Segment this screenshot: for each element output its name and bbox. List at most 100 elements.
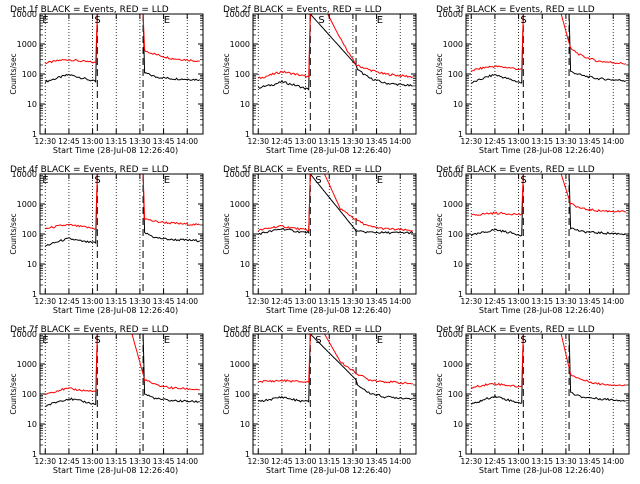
y-axis-title: Counts/sec: [435, 213, 444, 254]
y-tick-label: 1: [32, 450, 37, 459]
panel-title: Det 1f BLACK = Events, RED = LLD: [10, 5, 169, 15]
y-tick-label: 10000: [438, 330, 463, 339]
interval-marker-label: S: [520, 335, 526, 346]
x-tick-label: 13:00: [508, 457, 530, 466]
y-tick-label: 10000: [12, 330, 37, 339]
series-line-lld: [45, 174, 201, 230]
y-tick-label: 1000: [443, 200, 463, 209]
y-tick-label: 10: [27, 100, 37, 109]
x-tick-label: 13:30: [129, 297, 151, 306]
series-line-lld: [470, 174, 626, 216]
x-axis-title: Start Time (28-Jul-08 12:26:40): [53, 466, 178, 475]
x-tick-label: 13:15: [531, 297, 553, 306]
interval-marker-label: S: [315, 335, 321, 346]
plot-area: [257, 14, 414, 134]
y-tick-label: 1: [245, 290, 250, 299]
x-tick-label: 12:30: [34, 457, 56, 466]
x-tick-label: 12:30: [460, 457, 482, 466]
series-line-lld: [45, 14, 200, 65]
x-tick-label: 14:00: [389, 297, 411, 306]
y-tick-label: 100: [22, 230, 37, 239]
y-axis-title: Counts/sec: [222, 213, 231, 254]
x-tick-label: 12:45: [58, 297, 80, 306]
interval-marker-label: S: [318, 15, 324, 26]
x-tick-label: 12:45: [484, 137, 506, 146]
plot-frame: [465, 333, 630, 455]
y-tick-label: 1: [245, 130, 250, 139]
y-tick-label: 100: [448, 390, 463, 399]
x-tick-label: 14:00: [176, 297, 198, 306]
plot-area: [470, 334, 627, 454]
interval-marker-label: E: [377, 335, 383, 346]
x-tick-label: 12:45: [484, 297, 506, 306]
series-line-lld: [258, 14, 414, 80]
x-tick-label: 12:45: [271, 297, 293, 306]
x-tick-label: 13:15: [531, 137, 553, 146]
x-tick-label: 13:30: [342, 297, 364, 306]
plot-area: [470, 14, 627, 134]
y-tick-label: 100: [448, 230, 463, 239]
x-tick-label: 13:45: [366, 297, 388, 306]
y-tick-label: 1000: [17, 360, 37, 369]
x-tick-label: 13:30: [555, 297, 577, 306]
y-tick-label: 100: [235, 230, 250, 239]
y-tick-label: 10000: [225, 170, 250, 179]
y-tick-label: 10000: [225, 330, 250, 339]
series-line-lld: [471, 14, 626, 72]
series-line-lld: [471, 334, 627, 389]
interval-marker-label: S: [315, 175, 321, 186]
panel-title: Det 8f BLACK = Events, RED = LLD: [223, 325, 382, 335]
x-tick-label: 13:15: [105, 137, 127, 146]
x-tick-label: 13:15: [318, 137, 340, 146]
y-tick-label: 100: [235, 390, 250, 399]
y-tick-label: 10: [240, 420, 250, 429]
y-tick-label: 10000: [438, 10, 463, 19]
x-tick-label: 13:00: [82, 137, 104, 146]
interval-marker-label: S: [520, 175, 526, 186]
x-axis-title: Start Time (28-Jul-08 12:26:40): [479, 146, 604, 155]
plot-frame: [39, 173, 204, 295]
x-tick-label: 13:30: [555, 137, 577, 146]
panel-title: Det 7f BLACK = Events, RED = LLD: [10, 325, 169, 335]
series-line-lld: [257, 174, 413, 232]
y-tick-label: 10000: [225, 10, 250, 19]
y-tick-label: 1: [458, 130, 463, 139]
panel-title: Det 3f BLACK = Events, RED = LLD: [436, 5, 595, 15]
y-axis-title: Counts/sec: [9, 373, 18, 414]
x-tick-label: 14:00: [176, 137, 198, 146]
y-axis-title: Counts/sec: [9, 213, 18, 254]
y-tick-label: 10: [27, 260, 37, 269]
series-line-lld: [45, 334, 200, 395]
series-line-lld: [258, 334, 413, 385]
series-line-events: [45, 174, 201, 247]
x-tick-label: 12:30: [247, 137, 269, 146]
x-tick-label: 13:15: [531, 457, 553, 466]
series-line-events: [44, 14, 201, 84]
x-tick-label: 12:45: [484, 457, 506, 466]
x-tick-label: 13:00: [82, 297, 104, 306]
y-tick-label: 10: [453, 260, 463, 269]
y-tick-label: 10000: [12, 170, 37, 179]
plot-area: [44, 334, 200, 454]
plot-area: [470, 174, 626, 294]
y-tick-label: 1000: [230, 360, 250, 369]
x-tick-label: 13:15: [105, 297, 127, 306]
x-axis-title: Start Time (28-Jul-08 12:26:40): [266, 146, 391, 155]
panel-title: Det 6f BLACK = Events, RED = LLD: [436, 165, 595, 175]
x-tick-label: 12:30: [34, 137, 56, 146]
interval-marker-label: E: [377, 15, 383, 26]
x-tick-label: 14:00: [602, 297, 624, 306]
interval-marker-label: S: [94, 335, 100, 346]
x-tick-label: 13:45: [153, 297, 175, 306]
x-tick-label: 12:45: [271, 137, 293, 146]
x-tick-label: 12:45: [271, 457, 293, 466]
panel-title: Det 5f BLACK = Events, RED = LLD: [223, 165, 382, 175]
y-tick-label: 100: [448, 70, 463, 79]
